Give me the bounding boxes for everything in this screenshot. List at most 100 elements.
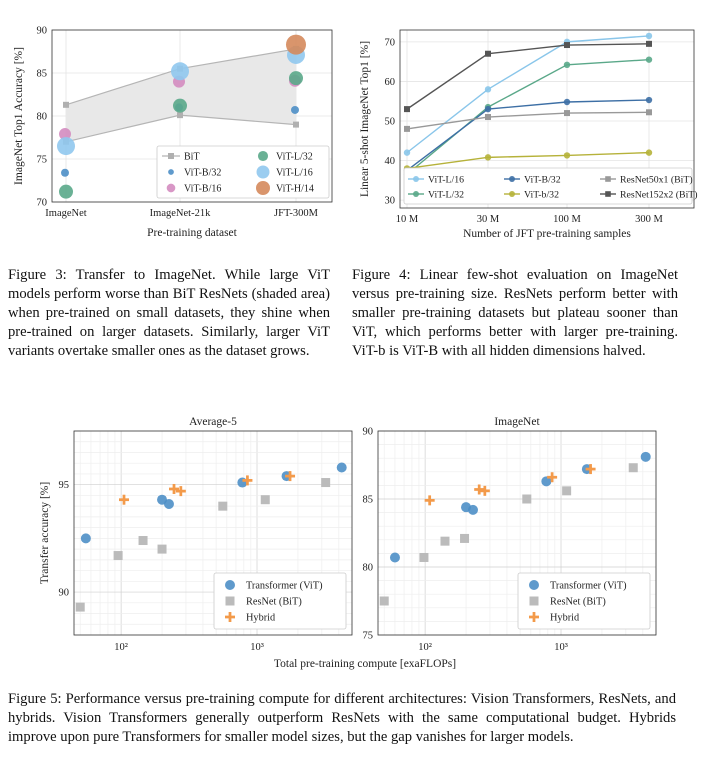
legend-marker-vit-l-32 bbox=[413, 191, 419, 197]
legend bbox=[403, 167, 693, 205]
point-vit-b-32 bbox=[645, 96, 653, 104]
point-transformer-vit bbox=[467, 504, 478, 515]
y-tick-label: 40 bbox=[385, 156, 396, 167]
point-hybrid bbox=[285, 471, 296, 482]
line-vit-l-32 bbox=[406, 58, 650, 175]
point-vit-b-32 bbox=[61, 168, 69, 177]
point-vit-b-32 bbox=[563, 98, 571, 106]
y-tick-label: 95 bbox=[59, 480, 70, 491]
y-tick-label: 50 bbox=[385, 116, 396, 127]
legend-marker-vit-b-32 bbox=[168, 169, 174, 175]
legend-label-resnet50x1-bit: ResNet50x1 (BiT) bbox=[620, 175, 693, 186]
legend bbox=[517, 572, 651, 630]
legend-label-transformer-vit: Transformer (ViT) bbox=[246, 581, 323, 592]
figure-3-caption-text: Figure 3: Transfer to ImageNet. While la… bbox=[8, 267, 330, 359]
y-axis-label: ImageNet Top1 Accuracy [%] bbox=[13, 47, 25, 185]
panel-imagenet: ImageNet 75 80 85 90 10² 10³ Transformer (ViT) R… bbox=[363, 416, 657, 653]
point-vit-l-32 bbox=[645, 56, 653, 63]
figure-3-caption: Figure 3: Transfer to ImageNet. While la… bbox=[8, 266, 330, 361]
point-vit-l-32 bbox=[59, 184, 73, 199]
legend-marker-hybrid bbox=[529, 612, 539, 622]
legend-label-resnet-bit: ResNet (BiT) bbox=[246, 597, 302, 608]
point-hybrid bbox=[175, 486, 186, 497]
figure-4-chart: 30 40 50 60 70 10 M 30 M 100 M 300 M Number of JF… bbox=[359, 29, 698, 240]
point-vit-b-32 bbox=[291, 105, 299, 114]
point-hybrid bbox=[119, 494, 130, 505]
point-resnet-bit bbox=[157, 544, 167, 554]
point-resnet50x1-bit bbox=[564, 110, 570, 117]
legend-label-resnet-bit: ResNet (BiT) bbox=[550, 597, 606, 608]
legend-label-vit-l-32: ViT-L/32 bbox=[428, 190, 464, 201]
legend-label-bit: BiT bbox=[184, 152, 200, 163]
point-vit-b-32 bbox=[484, 154, 492, 161]
y-tick-label: 75 bbox=[363, 631, 374, 642]
legend-marker-resnet152x2-bit bbox=[605, 191, 611, 197]
line-vit-b-32 bbox=[406, 99, 650, 171]
y-tick-label: 60 bbox=[385, 77, 396, 88]
legend bbox=[156, 145, 330, 199]
point-resnet-bit bbox=[379, 596, 389, 606]
legend-label-vit-b-32: ViT-B/32 bbox=[184, 168, 221, 179]
legend-label-hybrid: Hybrid bbox=[550, 613, 580, 624]
y-tick-label: 90 bbox=[363, 427, 374, 438]
legend-label-resnet152x2-bit: ResNet152x2 (BiT) bbox=[620, 190, 698, 201]
figure-4-caption: Figure 4: Linear few-shot evaluation on … bbox=[352, 266, 678, 361]
legend-marker-vit-b-32 bbox=[509, 176, 515, 182]
point-vit-l-32 bbox=[563, 61, 571, 69]
y-tick-label: 30 bbox=[385, 196, 396, 207]
point-resnet152x2-bit bbox=[485, 50, 491, 57]
point-resnet-bit bbox=[562, 486, 572, 496]
x-tick-label: 10³ bbox=[250, 642, 264, 653]
point-hybrid bbox=[585, 464, 596, 475]
legend-label-vit-l-32: ViT-L/32 bbox=[276, 152, 313, 163]
legend-marker-vit-b-16 bbox=[166, 183, 176, 193]
panel-title: ImageNet bbox=[494, 416, 540, 428]
point-vit-l-16 bbox=[484, 86, 492, 93]
point-resnet-bit bbox=[460, 533, 470, 543]
x-tick-label: 10³ bbox=[554, 642, 568, 653]
point-hybrid bbox=[547, 472, 558, 483]
point-resnet152x2-bit bbox=[404, 106, 410, 113]
x-tick-label: JFT-300M bbox=[274, 208, 319, 219]
x-tick-label: 10² bbox=[418, 642, 432, 653]
y-tick-label: 70 bbox=[37, 198, 48, 209]
bit-point bbox=[293, 121, 299, 128]
point-transformer-vit bbox=[640, 451, 651, 462]
legend-marker-transformer-vit bbox=[529, 580, 539, 590]
point-resnet-bit bbox=[440, 536, 450, 546]
plot-frame bbox=[399, 29, 695, 209]
point-vit-b-32 bbox=[563, 152, 571, 159]
legend-label-hybrid: Hybrid bbox=[246, 613, 276, 624]
x-tick-label: ImageNet bbox=[45, 208, 86, 219]
figure-3-chart: 70 75 80 85 90 ImageNet ImageNet-21k JFT-300M Pr… bbox=[13, 26, 333, 239]
point-resnet50x1-bit bbox=[404, 125, 410, 132]
point-vit-l-16 bbox=[57, 137, 75, 156]
y-axis-label: Transfer accuracy [%] bbox=[39, 482, 51, 584]
x-tick-label: 30 M bbox=[477, 214, 500, 225]
legend-label-vit-l-16: ViT-L/16 bbox=[428, 175, 464, 186]
legend-label-vit-b-32: ViT-b/32 bbox=[524, 190, 559, 201]
point-hybrid bbox=[169, 483, 180, 494]
legend bbox=[213, 572, 347, 630]
legend-marker-vit-l-16 bbox=[413, 176, 419, 182]
legend-label-vit-l-16: ViT-L/16 bbox=[276, 168, 313, 179]
point-resnet-bit bbox=[321, 478, 331, 488]
point-vit-l-32 bbox=[289, 71, 303, 86]
line-vit-l-16 bbox=[406, 35, 650, 154]
x-axis-label: Number of JFT pre-training samples bbox=[463, 228, 631, 240]
point-transformer-vit bbox=[163, 499, 174, 510]
legend-marker-vit-l-16 bbox=[256, 165, 270, 179]
point-vit-b-32 bbox=[645, 149, 653, 156]
legend-marker-vit-l-32 bbox=[257, 150, 269, 162]
y-tick-label: 85 bbox=[363, 495, 374, 506]
point-hybrid bbox=[242, 475, 253, 486]
point-resnet50x1-bit bbox=[646, 109, 652, 116]
point-resnet-bit bbox=[419, 552, 429, 562]
y-tick-label: 80 bbox=[363, 563, 374, 574]
point-resnet-bit bbox=[113, 551, 123, 561]
figure-5-caption: Figure 5: Performance versus pre-trainin… bbox=[8, 690, 676, 747]
line-resnet152x2-bit bbox=[406, 43, 650, 110]
y-tick-label: 75 bbox=[37, 155, 48, 166]
point-resnet152x2-bit bbox=[564, 42, 570, 49]
line-vit-b-32 bbox=[406, 151, 650, 170]
